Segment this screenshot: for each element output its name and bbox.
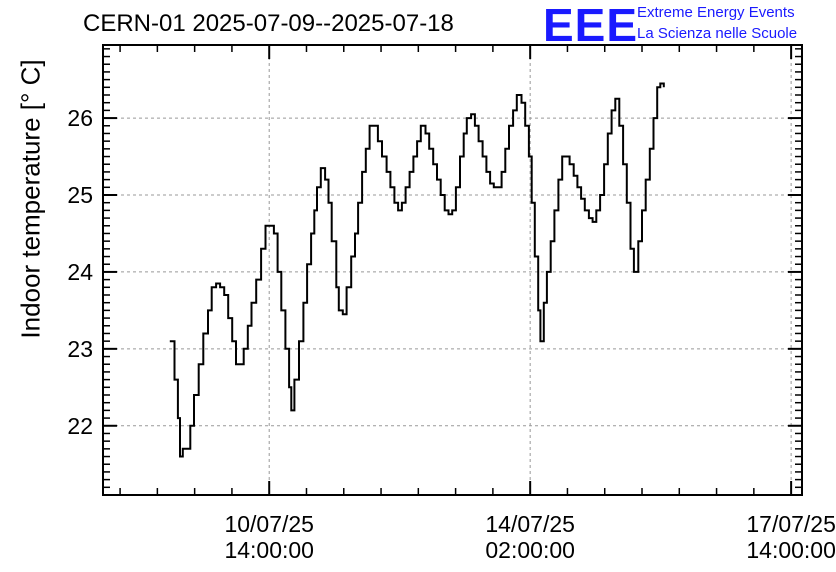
y-tick-labels: 22 23 24 25 26	[67, 105, 93, 439]
x-tick-date: 17/07/25	[746, 511, 836, 537]
logo-text-line1: Extreme Energy Events	[637, 4, 795, 21]
eee-logo: EEE	[543, 0, 639, 51]
x-tick-date: 10/07/25	[224, 511, 314, 537]
y-tick-label: 24	[67, 259, 93, 285]
y-tick-label: 26	[67, 105, 93, 131]
chart-title: CERN-01 2025-07-09--2025-07-18	[83, 10, 454, 37]
x-tick-labels: 10/07/2514:00:0014/07/2502:00:0017/07/25…	[224, 511, 835, 563]
x-tick-time: 02:00:00	[485, 537, 575, 563]
y-tick-label: 23	[67, 336, 93, 362]
plot-frame	[102, 44, 803, 496]
y-tick-label: 25	[67, 182, 93, 208]
y-axis-label: Indoor temperature [° C]	[15, 59, 46, 339]
x-tick-date: 14/07/25	[485, 511, 575, 537]
y-tick-label: 22	[67, 413, 93, 439]
x-tick-time: 14:00:00	[746, 537, 836, 563]
grid	[103, 45, 802, 495]
logo-text-line2: La Scienza nelle Scuole	[637, 25, 798, 42]
temperature-series-line	[169, 82, 665, 458]
x-tick-time: 14:00:00	[224, 537, 314, 563]
axis-ticks	[103, 45, 802, 496]
